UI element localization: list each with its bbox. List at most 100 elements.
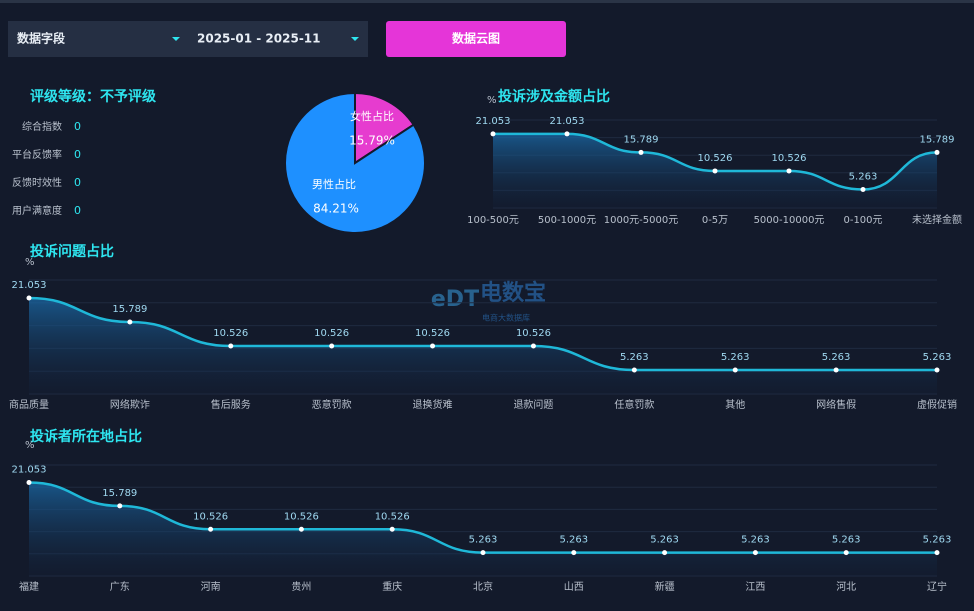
x-tick-label: 广东 bbox=[110, 580, 130, 593]
point bbox=[833, 367, 839, 373]
point bbox=[26, 480, 32, 486]
area bbox=[29, 482, 937, 576]
value-label: 21.053 bbox=[12, 280, 47, 291]
value-label: 5.263 bbox=[832, 535, 861, 546]
point bbox=[298, 526, 304, 532]
x-tick-label: 新疆 bbox=[655, 580, 675, 593]
y-unit: % bbox=[487, 95, 497, 106]
point bbox=[860, 186, 866, 192]
value-label: 5.263 bbox=[650, 535, 679, 546]
x-tick-label: 500-1000元 bbox=[538, 215, 596, 226]
value-label: 10.526 bbox=[213, 328, 248, 339]
rating-value: 0 bbox=[74, 176, 81, 189]
x-tick-label: 河南 bbox=[201, 580, 221, 593]
x-tick-label: 重庆 bbox=[382, 580, 402, 593]
watermark-name: 电数宝 bbox=[480, 280, 546, 306]
point bbox=[490, 131, 496, 137]
value-label: 5.263 bbox=[849, 171, 878, 182]
point bbox=[530, 343, 536, 349]
date-range[interactable]: 2025-01 - 2025-11 bbox=[197, 32, 321, 46]
point bbox=[564, 131, 570, 137]
value-label: 10.526 bbox=[375, 511, 410, 522]
value-label: 21.053 bbox=[12, 465, 47, 476]
slice-name: 男性占比 bbox=[312, 177, 356, 191]
x-tick-label: 江西 bbox=[745, 581, 765, 593]
point bbox=[934, 149, 940, 155]
x-tick-label: 恶意罚款 bbox=[312, 398, 352, 411]
pie-slice bbox=[354, 91, 415, 165]
point bbox=[329, 343, 335, 349]
x-tick-label: 1000元-5000元 bbox=[604, 215, 679, 226]
point bbox=[228, 343, 234, 349]
point bbox=[732, 367, 738, 373]
watermark-logo: eDT bbox=[431, 287, 479, 312]
value-label: 10.526 bbox=[698, 153, 733, 164]
point bbox=[127, 319, 133, 325]
x-tick-label: 5000-10000元 bbox=[754, 215, 825, 226]
value-label: 10.526 bbox=[284, 511, 319, 522]
rating-label: 综合指数 bbox=[22, 120, 62, 133]
value-label: 10.526 bbox=[415, 328, 450, 339]
x-tick-label: 山西 bbox=[564, 581, 584, 593]
top-bar bbox=[0, 0, 974, 3]
x-tick-label: 贵州 bbox=[291, 580, 311, 593]
point bbox=[389, 526, 395, 532]
point bbox=[752, 550, 758, 556]
value-label: 10.526 bbox=[772, 153, 807, 164]
value-label: 15.789 bbox=[102, 488, 137, 499]
chart-title: 投诉涉及金额占比 bbox=[498, 88, 610, 105]
point bbox=[638, 149, 644, 155]
rating-value: 0 bbox=[74, 120, 81, 133]
slice-value: 15.79% bbox=[349, 134, 395, 148]
point bbox=[631, 367, 637, 373]
x-tick-label: 福建 bbox=[19, 580, 39, 593]
value-label: 15.789 bbox=[112, 304, 147, 315]
x-tick-label: 任意罚款 bbox=[614, 398, 654, 411]
watermark-sub: 电商大数据库 bbox=[482, 313, 530, 323]
select-box[interactable] bbox=[8, 21, 368, 57]
point bbox=[480, 550, 486, 556]
chart-title: 投诉问题占比 bbox=[30, 243, 114, 260]
value-label: 5.263 bbox=[923, 535, 952, 546]
value-label: 5.263 bbox=[559, 535, 588, 546]
point bbox=[786, 168, 792, 174]
button-label[interactable]: 数据云图 bbox=[452, 31, 500, 46]
x-tick-label: 商品质量 bbox=[9, 398, 49, 411]
line bbox=[28, 296, 937, 372]
x-tick-label: 未选择金额 bbox=[912, 213, 962, 226]
y-unit: % bbox=[25, 440, 35, 451]
value-label: 15.789 bbox=[920, 134, 955, 145]
value-label: 5.263 bbox=[741, 535, 770, 546]
rating-label: 平台反馈率 bbox=[12, 148, 62, 161]
x-tick-label: 网络售假 bbox=[816, 398, 856, 411]
x-tick-label: 退换货难 bbox=[413, 398, 453, 411]
x-tick-label: 退款问题 bbox=[513, 398, 553, 411]
point bbox=[208, 526, 214, 532]
rating-label: 反馈时效性 bbox=[12, 176, 62, 189]
watermark: eDT 电数宝 电商大数据库 bbox=[431, 280, 546, 323]
point bbox=[934, 367, 940, 373]
value-label: 5.263 bbox=[923, 352, 952, 363]
field-select[interactable]: 数据字段 bbox=[17, 31, 66, 46]
area bbox=[493, 133, 937, 208]
x-tick-label: 北京 bbox=[473, 580, 493, 593]
value-label: 5.263 bbox=[620, 352, 649, 363]
slice-value: 84.21% bbox=[313, 202, 359, 216]
rating-label: 用户满意度 bbox=[12, 204, 62, 217]
point bbox=[26, 295, 32, 301]
value-label: 10.526 bbox=[516, 328, 551, 339]
value-label: 5.263 bbox=[721, 352, 750, 363]
cloud-button[interactable] bbox=[386, 21, 566, 57]
value-label: 10.526 bbox=[314, 328, 349, 339]
rating-value: 0 bbox=[74, 148, 81, 161]
rating-title: 评级等级：不予评级 bbox=[30, 88, 157, 105]
area bbox=[29, 297, 937, 394]
x-tick-label: 网络欺诈 bbox=[110, 398, 150, 411]
pie-slice bbox=[284, 91, 426, 234]
point bbox=[117, 503, 123, 509]
point bbox=[662, 550, 668, 556]
y-unit: % bbox=[25, 257, 35, 268]
x-tick-label: 其他 bbox=[725, 398, 745, 411]
x-tick-label: 河北 bbox=[836, 581, 856, 593]
